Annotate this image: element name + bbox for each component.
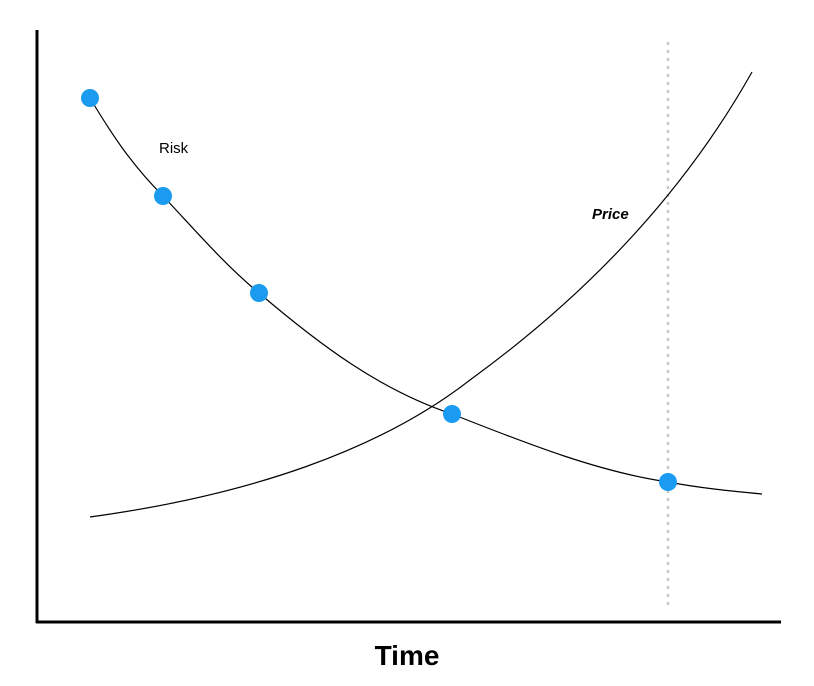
point (443, 405, 461, 423)
price-curve (89, 71, 753, 518)
point (250, 284, 268, 302)
point (659, 473, 677, 491)
point (81, 89, 99, 107)
x-axis-title: Time (375, 640, 440, 671)
risk-points (81, 89, 677, 491)
point (154, 187, 172, 205)
price-label: Price (592, 206, 629, 223)
risk-label: Risk (159, 140, 189, 157)
